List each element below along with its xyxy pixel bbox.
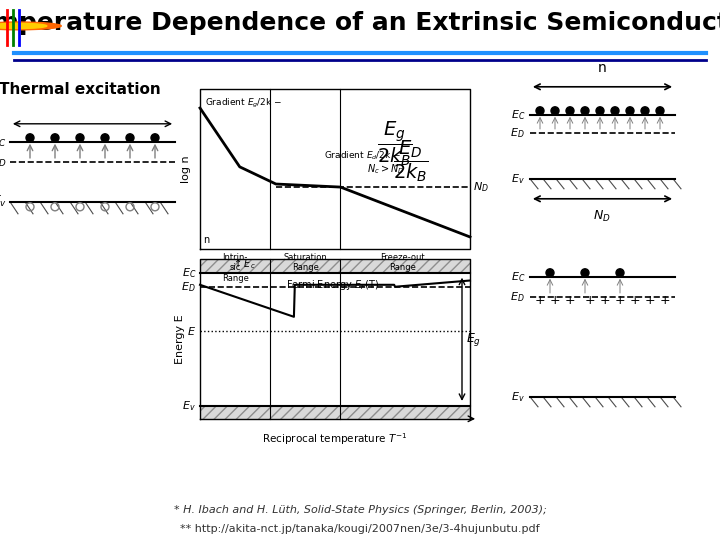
Text: +: + — [535, 294, 545, 307]
Text: $E_g$: $E_g$ — [466, 331, 481, 348]
Text: +: + — [644, 294, 655, 307]
Text: $\dfrac{E_D}{2k_B}$: $\dfrac{E_D}{2k_B}$ — [393, 138, 428, 184]
Text: +: + — [630, 294, 640, 307]
Text: Intrin-
sic
Range: Intrin- sic Range — [222, 253, 248, 282]
Text: $E_v$: $E_v$ — [511, 390, 525, 404]
Text: Fermi Energy $E_F$(T): Fermi Energy $E_F$(T) — [287, 278, 379, 292]
Text: $E_D$: $E_D$ — [0, 154, 7, 170]
Circle shape — [0, 23, 47, 29]
Circle shape — [26, 134, 34, 142]
Circle shape — [551, 107, 559, 115]
Text: $\uparrow E_c$: $\uparrow E_c$ — [233, 257, 256, 271]
Circle shape — [0, 22, 61, 30]
Text: +: + — [615, 294, 625, 307]
Circle shape — [126, 134, 134, 142]
Circle shape — [616, 269, 624, 277]
Text: Temperature Dependence of an Extrinsic Semiconductor: Temperature Dependence of an Extrinsic S… — [0, 11, 720, 35]
Text: Saturation
Range: Saturation Range — [284, 253, 327, 272]
Circle shape — [581, 269, 589, 277]
Text: +: + — [549, 294, 560, 307]
Text: log n: log n — [181, 155, 191, 183]
Circle shape — [546, 269, 554, 277]
Circle shape — [101, 134, 109, 142]
Circle shape — [656, 107, 664, 115]
Text: $E_C$: $E_C$ — [510, 108, 525, 122]
Circle shape — [611, 107, 619, 115]
Circle shape — [641, 107, 649, 115]
Circle shape — [581, 107, 589, 115]
Circle shape — [536, 107, 544, 115]
Text: Energy E: Energy E — [175, 314, 185, 363]
Text: $N_c > N_D$: $N_c > N_D$ — [367, 163, 405, 176]
Text: Gradient $E_d$/2k $-$: Gradient $E_d$/2k $-$ — [324, 150, 401, 162]
Text: $E_v$: $E_v$ — [511, 172, 525, 186]
Text: +: + — [585, 294, 595, 307]
Text: * H. Ibach and H. Lüth, Solid-State Physics (Springer, Berlin, 2003);: * H. Ibach and H. Lüth, Solid-State Phys… — [174, 505, 546, 515]
Circle shape — [566, 107, 574, 115]
Text: +: + — [600, 294, 611, 307]
Circle shape — [596, 107, 604, 115]
Text: ** http://akita-nct.jp/tanaka/kougi/2007nen/3e/3-4hujunbutu.pdf: ** http://akita-nct.jp/tanaka/kougi/2007… — [180, 524, 540, 534]
Text: +: + — [660, 294, 670, 307]
Text: Reciprocal temperature $T^{-1}$: Reciprocal temperature $T^{-1}$ — [262, 431, 408, 447]
Text: $E_v$: $E_v$ — [182, 399, 196, 413]
Text: $E_C$: $E_C$ — [181, 266, 196, 280]
Text: $E_D$: $E_D$ — [181, 280, 196, 294]
Text: $E_C$: $E_C$ — [0, 134, 7, 150]
Text: $E_D$: $E_D$ — [510, 290, 525, 303]
Text: n: n — [203, 235, 210, 245]
Text: $E_D$: $E_D$ — [510, 126, 525, 140]
Text: $E$: $E$ — [187, 325, 196, 337]
Text: Thermal excitation: Thermal excitation — [0, 82, 161, 97]
Circle shape — [626, 107, 634, 115]
Text: $E_C$: $E_C$ — [510, 270, 525, 284]
Text: Gradient $E_g$/2k $-$: Gradient $E_g$/2k $-$ — [205, 97, 282, 110]
Text: Freeze-out
Range: Freeze-out Range — [380, 253, 425, 272]
Text: $\dfrac{E_g}{2k_B}$: $\dfrac{E_g}{2k_B}$ — [377, 119, 413, 168]
Text: $N_D$: $N_D$ — [473, 180, 489, 194]
Text: n: n — [598, 61, 606, 75]
Circle shape — [151, 134, 159, 142]
Text: +: + — [564, 294, 575, 307]
Circle shape — [51, 134, 59, 142]
Circle shape — [76, 134, 84, 142]
Text: $N_D$: $N_D$ — [593, 209, 611, 224]
Text: $E_v$: $E_v$ — [0, 194, 7, 210]
